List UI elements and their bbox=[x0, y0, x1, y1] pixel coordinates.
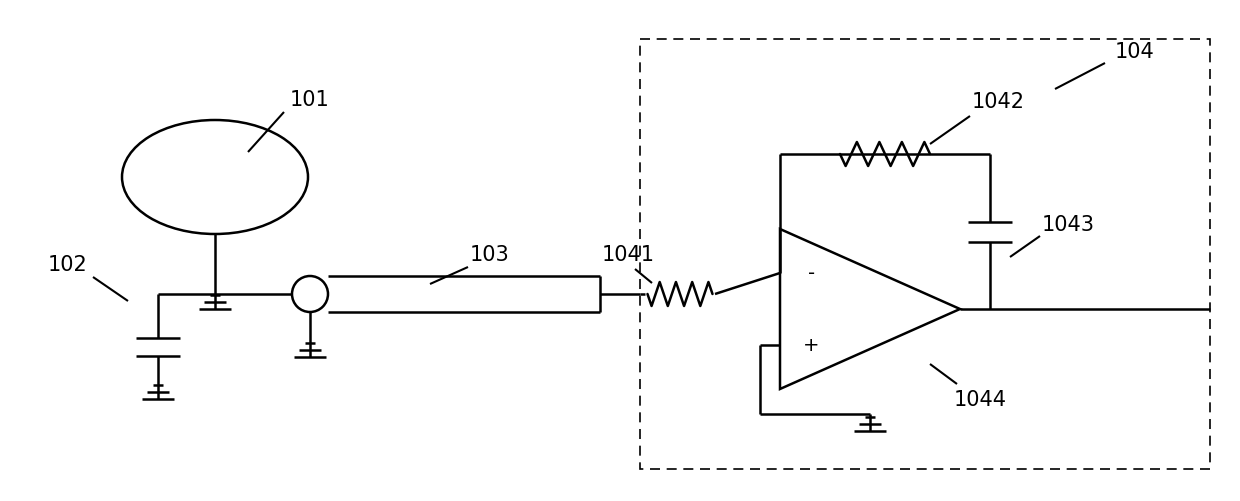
Text: 102: 102 bbox=[48, 255, 88, 275]
Text: 1043: 1043 bbox=[1042, 214, 1095, 234]
Text: 1041: 1041 bbox=[601, 244, 655, 265]
Text: -: - bbox=[808, 264, 815, 283]
Text: +: + bbox=[804, 336, 820, 355]
Bar bbox=[640, 40, 1210, 469]
Polygon shape bbox=[780, 229, 960, 389]
Text: 103: 103 bbox=[470, 244, 510, 265]
Text: 1044: 1044 bbox=[954, 389, 1007, 409]
Text: 101: 101 bbox=[290, 90, 330, 110]
Text: 1042: 1042 bbox=[971, 92, 1024, 112]
Text: 104: 104 bbox=[1115, 42, 1154, 62]
